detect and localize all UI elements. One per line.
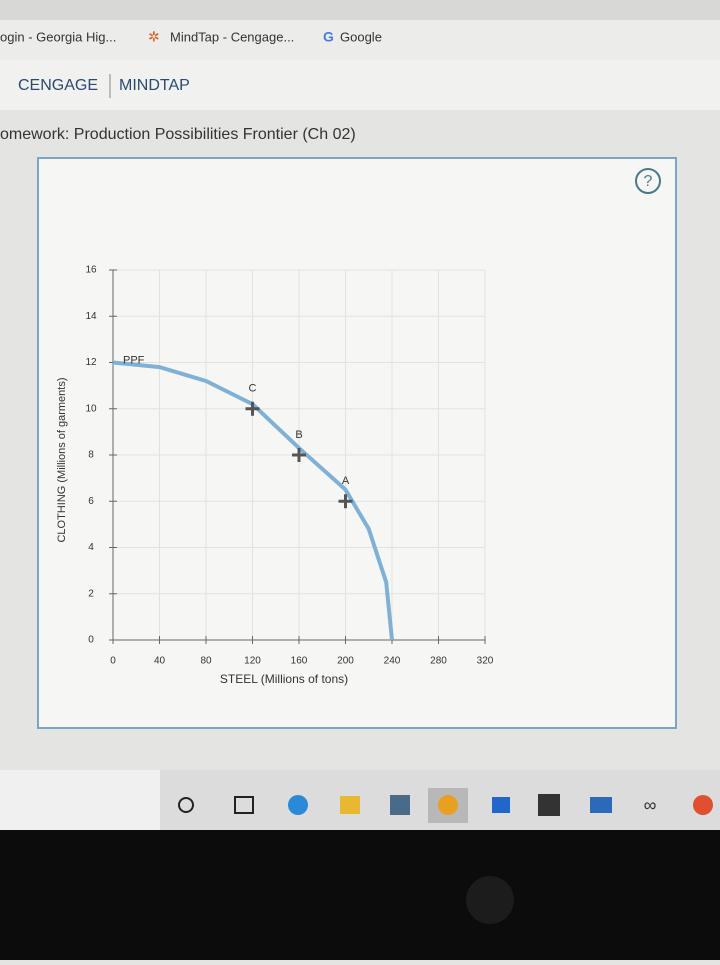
x-tick-label: 120 xyxy=(244,656,261,667)
chart: 0 40 80 120 160 200 240 280 320 0 2 4 6 8 10 12 14 16 STEE… xyxy=(56,265,494,687)
bookmark-icon: G xyxy=(323,29,334,45)
taskbar-search xyxy=(0,770,160,830)
bookmark[interactable]: Google xyxy=(340,29,382,44)
x-tick-label: 200 xyxy=(337,656,354,667)
curve-label: PPF xyxy=(123,354,145,366)
question-panel xyxy=(37,157,677,729)
x-tick-label: 40 xyxy=(154,656,166,667)
app-icon[interactable] xyxy=(693,795,713,815)
x-tick-label: 320 xyxy=(477,656,494,667)
y-tick-label: 16 xyxy=(85,265,97,276)
chrome-icon[interactable] xyxy=(438,795,458,815)
x-axis-label: STEEL (Millions of tons) xyxy=(220,672,348,686)
point-label: B xyxy=(295,429,302,441)
x-tick-label: 240 xyxy=(384,656,401,667)
y-tick-label: 2 xyxy=(88,588,94,599)
y-tick-label: 6 xyxy=(88,496,94,507)
y-tick-label: 12 xyxy=(85,357,97,368)
app-icon[interactable]: ∞ xyxy=(644,795,657,815)
laptop-bezel xyxy=(0,830,720,960)
x-tick-label: 280 xyxy=(430,656,447,667)
bookmark[interactable]: ogin - Georgia Hig... xyxy=(0,29,116,44)
mail-icon[interactable] xyxy=(590,797,612,813)
point-marker xyxy=(292,448,306,462)
point-marker xyxy=(245,401,260,416)
page-title: omework: Production Possibilities Fronti… xyxy=(0,126,356,143)
task-view-icon[interactable] xyxy=(234,796,254,814)
point-label: A xyxy=(342,475,350,487)
bookmark-icon: ✲ xyxy=(148,29,160,45)
brand: CENGAGE xyxy=(18,77,98,94)
bookmark[interactable]: MindTap - Cengage... xyxy=(170,29,294,44)
y-tick-label: 14 xyxy=(85,311,97,322)
x-tick-label: 0 xyxy=(110,656,116,667)
y-tick-label: 0 xyxy=(88,635,94,646)
explorer-icon[interactable] xyxy=(340,796,360,814)
y-tick-label: 10 xyxy=(85,403,97,414)
x-tick-label: 80 xyxy=(200,656,212,667)
edge-icon[interactable] xyxy=(288,795,308,815)
point-marker xyxy=(338,494,353,509)
y-axis-label: CLOTHING (Millions of garments) xyxy=(56,377,68,542)
hp-logo xyxy=(466,876,514,924)
cortana-icon[interactable] xyxy=(178,797,194,813)
store-icon[interactable] xyxy=(390,795,410,815)
bookmarks-bar xyxy=(0,20,720,60)
y-tick-label: 4 xyxy=(88,542,94,553)
help-text: ? xyxy=(644,173,653,190)
product: MINDTAP xyxy=(119,77,190,94)
amazon-icon[interactable] xyxy=(538,794,560,816)
y-tick-label: 8 xyxy=(88,450,94,461)
url-bar xyxy=(0,0,720,20)
dropbox-icon[interactable] xyxy=(492,797,510,813)
x-tick-label: 160 xyxy=(291,656,308,667)
point-label: C xyxy=(249,383,257,395)
help-button[interactable] xyxy=(635,168,661,194)
app-header xyxy=(0,60,720,110)
